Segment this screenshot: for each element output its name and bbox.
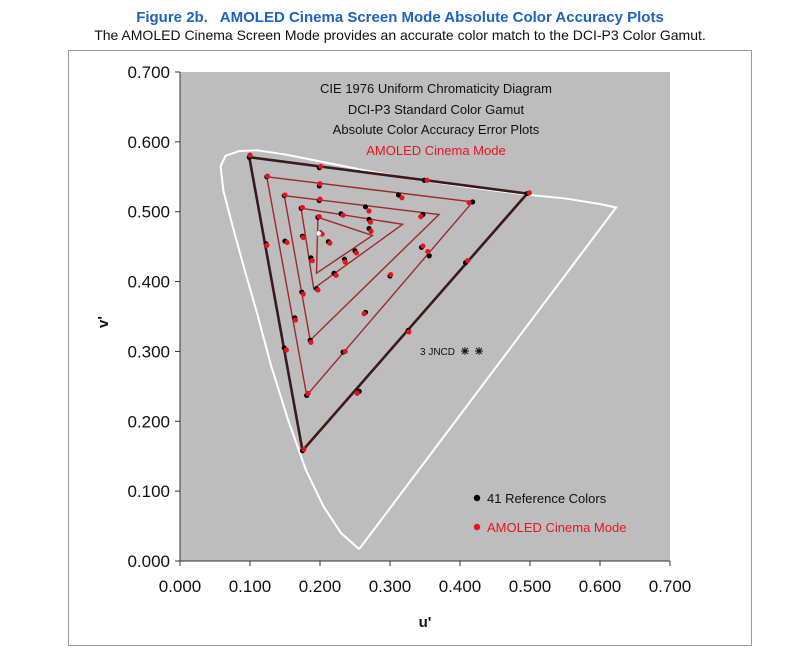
measured-point-30 <box>305 390 311 396</box>
measured-point-35 <box>465 258 471 264</box>
measured-point-24 <box>309 258 315 264</box>
y-tick-label-7: 0.700 <box>127 63 170 82</box>
x-tick-label-6: 0.600 <box>579 577 622 596</box>
measured-point-2 <box>318 163 324 169</box>
measured-point-6 <box>317 181 323 187</box>
measured-point-40 <box>388 271 394 278</box>
x-tick-label-7: 0.700 <box>649 577 692 596</box>
measured-point-31 <box>301 446 307 452</box>
measured-point-29 <box>283 347 289 353</box>
y-tick-label-1: 0.100 <box>127 482 170 501</box>
measured-point-22 <box>315 287 321 293</box>
chart-title-highlight: AMOLED Cinema Mode <box>366 143 505 158</box>
measured-point-14 <box>340 212 346 218</box>
plot-area <box>180 72 670 561</box>
figure-frame <box>68 50 752 646</box>
legend-measured-marker <box>473 523 481 531</box>
measured-point-37 <box>354 390 360 396</box>
measured-point-34 <box>425 248 431 255</box>
x-tick-label-0: 0.000 <box>159 577 202 596</box>
y-tick-label-0: 0.000 <box>127 552 170 571</box>
x-axis-label: u' <box>419 614 432 631</box>
measured-point-16 <box>316 214 322 220</box>
y-tick-label-2: 0.200 <box>127 412 170 431</box>
jncd-marker-group <box>461 347 483 355</box>
measured-point-9 <box>282 192 288 198</box>
measured-point-8 <box>466 200 472 206</box>
measured-point-1 <box>247 152 253 158</box>
measured-point-5 <box>264 173 271 179</box>
measured-point-39 <box>361 311 367 317</box>
legend: 41 Reference Colors AMOLED Cinema Mode <box>473 491 626 535</box>
x-tick-label-1: 0.100 <box>229 577 272 596</box>
legend-reference-label: 41 Reference Colors <box>487 491 607 506</box>
measured-point-27 <box>264 242 270 248</box>
measured-point-17 <box>368 228 374 234</box>
chart-title-line-3: Absolute Color Accuracy Error Plots <box>333 122 540 137</box>
measured-point-4 <box>526 190 532 196</box>
measured-point-21 <box>333 272 339 278</box>
measured-point-15 <box>367 219 373 225</box>
gamut-triangle-2 <box>265 175 474 398</box>
y-tick-label-3: 0.300 <box>127 342 170 361</box>
jncd-annotation: 3 JNCD <box>420 347 455 358</box>
measured-point-32 <box>284 239 290 246</box>
figure-subtitle: The AMOLED Cinema Screen Mode provides a… <box>94 27 706 43</box>
y-axis-label: v' <box>95 316 112 328</box>
measured-point-11 <box>366 208 372 214</box>
x-tick-label-4: 0.400 <box>439 577 482 596</box>
gamut-triangle-5 <box>315 216 375 275</box>
jncd-marker-star-1 <box>461 347 469 355</box>
measured-point-12 <box>418 214 424 220</box>
measured-point-20 <box>342 259 348 265</box>
white-point-marker <box>315 230 322 237</box>
measured-point-18 <box>327 240 333 246</box>
figure-title: Figure 2b. AMOLED Cinema Screen Mode Abs… <box>136 9 664 26</box>
measured-point-23 <box>300 234 306 241</box>
y-tick-label-6: 0.600 <box>127 133 170 152</box>
y-tick-label-4: 0.400 <box>127 273 170 292</box>
x-tick-label-3: 0.300 <box>369 577 412 596</box>
chart-title-line-1: CIE 1976 Uniform Chromaticity Diagram <box>320 81 552 96</box>
reference-point-11 <box>362 204 369 210</box>
measured-point-25 <box>300 291 306 297</box>
jncd-marker-star-2 <box>475 347 483 355</box>
measured-point-26 <box>308 339 314 345</box>
legend-measured-label: AMOLED Cinema Mode <box>487 520 626 535</box>
measured-point-41 <box>420 243 426 249</box>
measured-point-3 <box>424 177 430 183</box>
gamut-triangle-4 <box>300 207 405 290</box>
measured-point-19 <box>353 250 359 256</box>
reference-point-34 <box>426 253 432 259</box>
x-tick-label-5: 0.500 <box>509 577 552 596</box>
measured-point-10 <box>317 196 323 202</box>
y-tick-label-5: 0.500 <box>127 203 170 222</box>
legend-reference-marker <box>473 494 481 502</box>
measured-point-38 <box>342 348 348 355</box>
reference-point-7 <box>395 192 401 198</box>
chart-title-line-2: DCI-P3 Standard Color Gamut <box>348 102 525 117</box>
measured-point-36 <box>406 329 412 335</box>
measured-point-7 <box>399 195 405 201</box>
gamut-triangle-1 <box>247 155 530 454</box>
gamut-triangle-3 <box>283 194 441 342</box>
measured-point-28 <box>292 317 299 323</box>
x-tick-label-2: 0.200 <box>299 577 342 596</box>
measured-point-13 <box>299 204 306 211</box>
